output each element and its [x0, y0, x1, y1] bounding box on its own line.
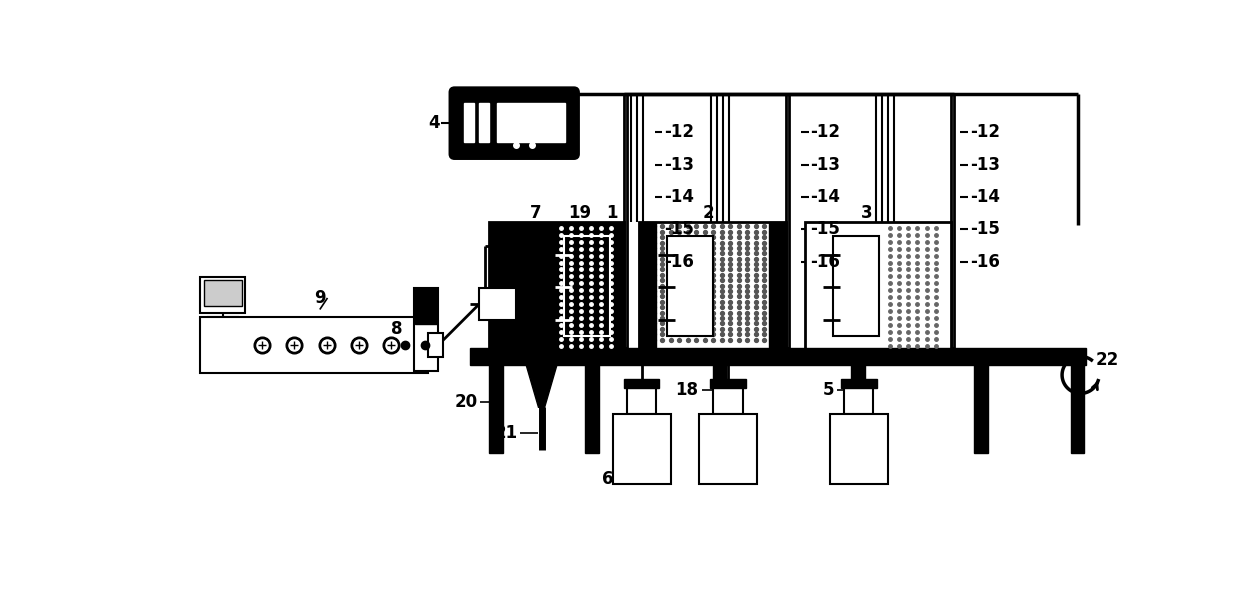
Text: 1: 1 [606, 204, 619, 222]
Text: -14: -14 [810, 188, 841, 206]
Bar [1070, 365, 1085, 454]
Bar [564, 235, 610, 336]
Bar [428, 333, 443, 357]
Bar [624, 94, 627, 348]
Polygon shape [526, 365, 557, 407]
FancyBboxPatch shape [450, 88, 579, 159]
Bar [844, 385, 873, 414]
Text: 7: 7 [529, 204, 541, 222]
Text: -15: -15 [663, 221, 694, 238]
Text: -13: -13 [810, 156, 841, 173]
Bar [699, 414, 758, 484]
Text: -15: -15 [970, 221, 999, 238]
Text: -12: -12 [663, 123, 694, 142]
Bar [414, 288, 439, 371]
Text: -12: -12 [810, 123, 841, 142]
Bar [851, 365, 866, 454]
Text: -13: -13 [970, 156, 999, 173]
Text: 21: 21 [495, 424, 517, 442]
Text: 19: 19 [568, 204, 591, 222]
Text: -16: -16 [810, 253, 841, 271]
Bar [951, 94, 955, 348]
Text: 20: 20 [455, 393, 477, 411]
Text: 22: 22 [1096, 350, 1120, 369]
Bar [640, 222, 656, 349]
Bar [841, 379, 877, 388]
Bar [805, 222, 951, 349]
Bar [627, 385, 656, 414]
Text: 5: 5 [822, 381, 835, 399]
Text: -12: -12 [970, 123, 999, 142]
Text: 2: 2 [703, 204, 714, 222]
Text: -16: -16 [970, 253, 999, 271]
Bar [613, 414, 671, 484]
Text: -16: -16 [663, 253, 694, 271]
Text: -14: -14 [970, 188, 999, 206]
Text: 6: 6 [603, 470, 614, 488]
Bar [713, 365, 727, 454]
Bar [769, 222, 786, 349]
Bar [203, 280, 242, 306]
Text: -13: -13 [663, 156, 694, 173]
Bar [479, 288, 516, 320]
Text: -14: -14 [663, 188, 694, 206]
Bar [832, 235, 879, 336]
Bar [640, 222, 786, 349]
Bar [711, 379, 745, 388]
Bar [497, 103, 564, 142]
Bar [415, 290, 436, 324]
Bar [831, 414, 888, 484]
Text: 8: 8 [391, 320, 403, 337]
Bar [490, 222, 624, 349]
Text: 4: 4 [428, 114, 439, 132]
Bar [624, 379, 660, 388]
Text: 9: 9 [314, 289, 326, 307]
Bar [464, 103, 474, 142]
Bar [470, 348, 1086, 365]
Bar [786, 94, 789, 348]
Bar [713, 385, 743, 414]
Bar [201, 277, 246, 313]
Bar [201, 317, 428, 373]
Bar [975, 365, 988, 454]
Bar [490, 365, 503, 454]
Bar [667, 235, 713, 336]
Bar [585, 365, 599, 454]
Bar [479, 103, 490, 142]
Text: 18: 18 [676, 381, 698, 399]
Text: -15: -15 [810, 221, 841, 238]
Text: 3: 3 [861, 204, 872, 222]
